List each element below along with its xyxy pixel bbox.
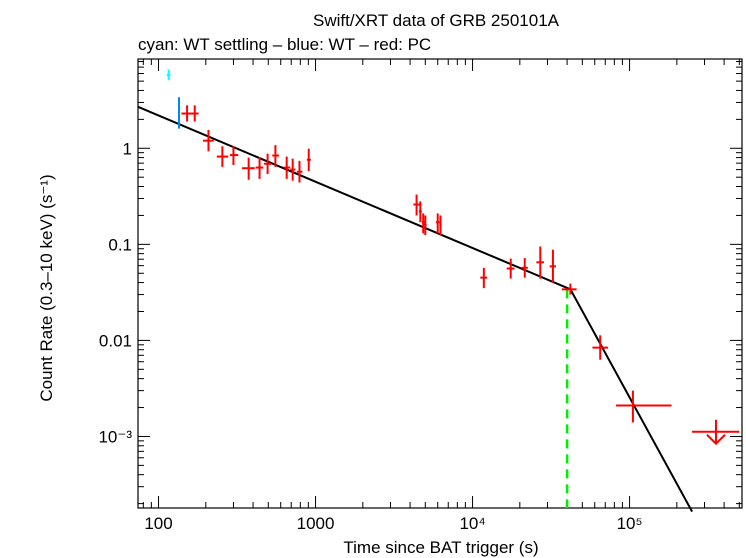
data-point [616,390,672,423]
data-point [536,246,544,279]
data-point [506,258,515,279]
y-tick-label: 1 [123,139,132,158]
chart-title: Swift/XRT data of GRB 250101A [313,11,560,30]
data-point [216,146,229,167]
data-point [592,335,609,360]
data-point [421,213,425,234]
data-point [264,153,272,174]
plot-frame [137,58,743,509]
data-point [166,69,171,81]
x-tick-label: 100 [144,514,172,533]
data-point [241,157,255,180]
upper-limit [692,419,740,446]
data-point [283,156,291,179]
x-tick-label: 1000 [297,514,335,533]
data-point [181,105,192,122]
data-point [306,148,311,172]
data-point [272,145,279,167]
data-point [480,267,488,289]
upper-limits [692,419,740,446]
data-point [296,160,303,183]
axis-tick-labels: 100 1000 10⁴ 10⁵ 1 0.1 0.01 10⁻³ [98,139,642,533]
fit-line [137,105,693,513]
data-points [166,69,672,423]
x-tick-label: 10⁴ [459,514,485,533]
y-tick-label: 0.01 [99,331,132,350]
model-fit [137,105,693,513]
data-point [418,201,422,223]
data-point [255,157,264,179]
data-point [203,129,214,152]
x-tick-label: 10⁵ [617,514,643,533]
data-point [549,249,557,283]
y-tick-label: 0.1 [108,235,132,254]
data-point [561,283,577,295]
axis-ticks [138,59,742,508]
data-point [413,194,420,216]
chart-subtitle: cyan: WT settling – blue: WT – red: PC [138,35,431,54]
data-point [290,158,296,181]
y-axis-label: Count Rate (0.3–10 keV) (s⁻¹) [37,174,56,401]
data-point [177,97,180,129]
data-point [436,213,440,234]
y-tick-label: 10⁻³ [98,427,132,446]
data-point [439,215,442,236]
data-point [521,258,528,278]
data-point [229,146,239,165]
data-point [191,105,199,122]
data-point [423,215,427,236]
x-axis-label: Time since BAT trigger (s) [343,538,538,557]
upper-limit-arrow [706,434,726,446]
